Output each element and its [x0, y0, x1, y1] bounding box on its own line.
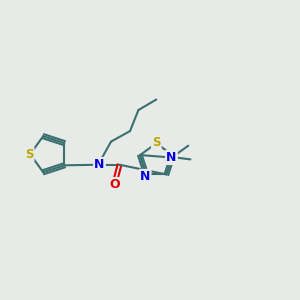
- Text: N: N: [166, 151, 177, 164]
- Text: N: N: [140, 170, 150, 183]
- Text: S: S: [152, 136, 160, 149]
- Text: N: N: [94, 158, 105, 171]
- Text: O: O: [109, 178, 120, 191]
- Text: S: S: [25, 148, 33, 161]
